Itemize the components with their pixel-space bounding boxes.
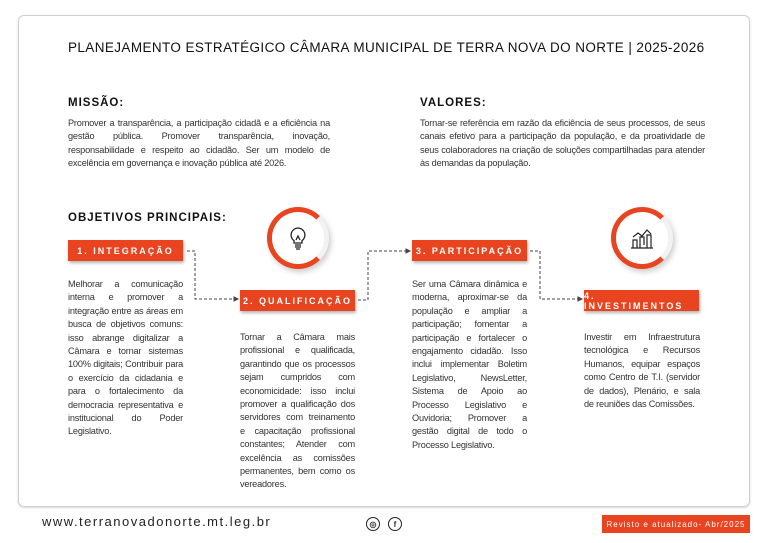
lightbulb-icon xyxy=(290,227,306,250)
arrow-head xyxy=(405,248,412,254)
valores-heading: VALORES: xyxy=(420,97,487,109)
objetivos-heading: OBJETIVOS PRINCIPAIS: xyxy=(68,212,227,224)
connector-3-4 xyxy=(530,250,578,300)
page-title: PLANEJAMENTO ESTRATÉGICO CÂMARA MUNICIPA… xyxy=(68,40,705,55)
objective-1-label: 1. INTEGRAÇÃO xyxy=(68,240,183,261)
connector-2-3 xyxy=(358,250,406,301)
missao-heading: MISSÃO: xyxy=(68,97,125,109)
facebook-icon[interactable]: f xyxy=(388,517,402,531)
objective-2-label: 2. QUALIFICAÇÃO xyxy=(240,290,355,311)
objective-4-text: Investir em Infraestrutura tecnológica e… xyxy=(584,332,700,410)
revision-badge: Revisto e atualizado- Abr/2025 xyxy=(602,515,750,533)
instagram-icon[interactable]: ◎ xyxy=(366,517,380,531)
website-link[interactable]: www.terranovadonorte.mt.leg.br xyxy=(42,514,272,529)
objective-1-text: Melhorar a comunicação interna e promove… xyxy=(68,279,183,437)
missao-text: Promover a transparência, a participação… xyxy=(68,118,330,169)
objective-2-icon-circle xyxy=(267,207,329,269)
bar-chart-icon xyxy=(631,229,653,249)
connector-1-2 xyxy=(187,250,234,300)
document-card xyxy=(18,15,750,507)
objective-3-label: 3. PARTICIPAÇÃO xyxy=(412,240,527,261)
objective-2-text: Tornar a Câmara mais profissional e qual… xyxy=(240,332,355,490)
objective-4-icon-circle xyxy=(611,207,673,269)
arrow-head xyxy=(233,296,240,302)
valores-text: Tornar-se referência em razão da eficiên… xyxy=(420,118,705,169)
arrow-head xyxy=(577,296,584,302)
objective-4-label: 4. INVESTIMENTOS xyxy=(584,290,699,311)
objective-3-text: Ser uma Câmara dinâmica e moderna, aprox… xyxy=(412,279,527,450)
